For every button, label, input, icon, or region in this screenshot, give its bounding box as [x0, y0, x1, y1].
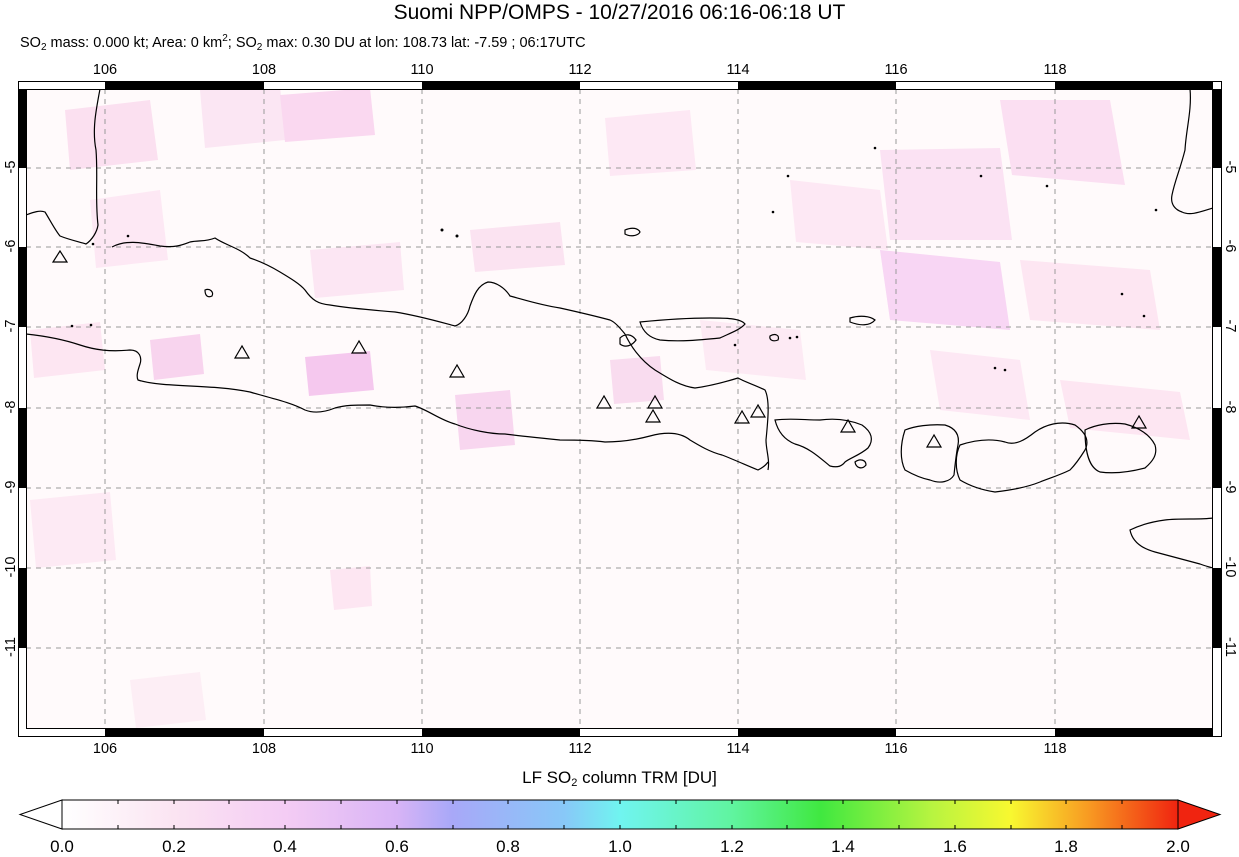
colorbar-max-arrow-icon: [1177, 799, 1222, 830]
volcano-triangle-icon: [1130, 414, 1148, 429]
lat-label-right: -6: [1222, 239, 1238, 253]
volcano-triangle-icon: [839, 418, 857, 433]
coastlines: [26, 89, 1213, 569]
colorbar-label: 0.6: [385, 837, 409, 856]
volcano-triangle-icon: [644, 408, 662, 423]
colorbar-label: 0.0: [50, 837, 74, 856]
colorbar-label: 1.2: [720, 837, 744, 856]
lon-label-top: 110: [410, 62, 434, 78]
frame-left-bar: [18, 89, 26, 648]
colorbar-label: 0.8: [496, 837, 520, 856]
lon-label-bottom: 118: [1043, 741, 1067, 757]
volcano-triangle-icon: [350, 339, 368, 354]
lon-label-top: 118: [1043, 62, 1067, 78]
colorbar-label: 1.6: [943, 837, 967, 856]
lon-label-top: 114: [726, 62, 750, 78]
lat-label-left: -6: [3, 239, 19, 253]
lat-label-left: -10: [3, 556, 19, 578]
lat-label-left: -7: [3, 319, 19, 333]
volcano-markers: [51, 249, 1148, 448]
lon-label-bottom: 112: [568, 741, 592, 757]
volcano-triangle-icon: [646, 394, 664, 409]
volcano-triangle-icon: [733, 409, 751, 424]
colorbar-label: 0.2: [162, 837, 186, 856]
chart-subtitle: SO2 mass: 0.000 kt; Area: 0 km2; SO2 max…: [20, 33, 586, 53]
lat-label-left: -5: [3, 160, 19, 174]
lon-label-bottom: 110: [410, 741, 434, 757]
lat-label-right: -7: [1222, 319, 1238, 333]
volcano-triangle-icon: [448, 363, 466, 378]
lat-label-left: -9: [3, 480, 19, 494]
colorbar-label: 1.8: [1054, 837, 1078, 856]
lat-label-right: -11: [1222, 637, 1238, 657]
map-frame-inner: [26, 89, 1213, 729]
lon-label-bottom: 108: [251, 741, 277, 757]
frame-right-bar: [1213, 89, 1222, 648]
colorbar-label: 1.0: [608, 837, 632, 856]
lat-label-right: -9: [1222, 480, 1238, 494]
lon-label-top: 108: [251, 62, 277, 78]
volcano-triangle-icon: [233, 344, 251, 359]
lon-label-bottom: 114: [726, 741, 750, 757]
islets: [70, 146, 1158, 372]
frame-bottom-bar: [105, 729, 1213, 737]
frame-top-bar: [105, 81, 1213, 89]
volcano-triangle-icon: [595, 394, 613, 409]
lon-label-top: 112: [568, 62, 592, 78]
colorbar-title: LF SO2 column TRM [DU]: [522, 768, 717, 789]
colorbar-label: 1.4: [831, 837, 855, 856]
lon-label-top: 106: [92, 62, 118, 78]
lat-label-left: -8: [3, 400, 19, 414]
lat-label-right: -5: [1222, 160, 1238, 174]
lon-label-bottom: 106: [92, 741, 118, 757]
plot-area: [26, 89, 1213, 729]
lon-label-bottom: 116: [884, 741, 908, 757]
colorbar-min-arrow-icon: [18, 799, 63, 830]
lat-label-left: -11: [3, 637, 19, 657]
lon-label-top: 116: [884, 62, 908, 78]
lat-label-right: -10: [1222, 556, 1238, 578]
volcano-triangle-icon: [749, 403, 767, 418]
colorbar-label: 0.4: [273, 837, 297, 856]
lat-label-right: -8: [1222, 400, 1238, 414]
chart-title: Suomi NPP/OMPS - 10/27/2016 06:16-06:18 …: [393, 1, 846, 24]
gridlines: [26, 89, 1213, 729]
volcano-triangle-icon: [51, 249, 69, 263]
colorbar-label: 2.0: [1166, 837, 1190, 856]
colorbar: [18, 799, 1222, 830]
volcano-triangle-icon: [925, 433, 943, 448]
